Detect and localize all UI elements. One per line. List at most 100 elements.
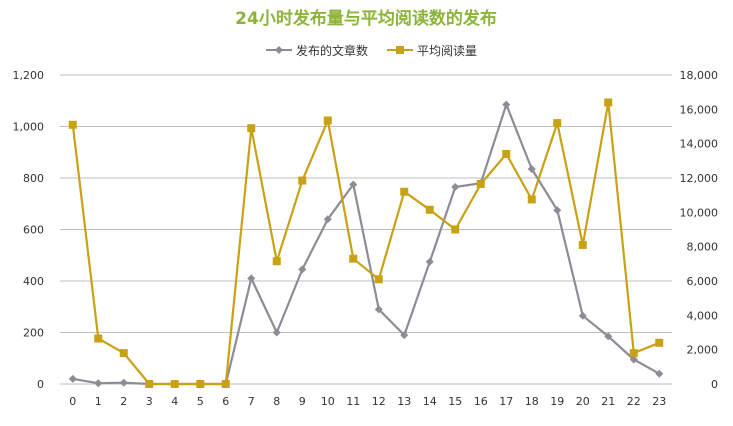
data-point-square	[374, 275, 383, 284]
x-tick-label: 14	[423, 395, 437, 408]
right-tick-label: 2,000	[687, 344, 719, 357]
data-point-diamond	[578, 311, 587, 320]
data-point-diamond	[298, 265, 307, 274]
right-tick-label: 12,000	[680, 172, 719, 185]
series-lines	[71, 101, 660, 386]
data-point-square	[604, 98, 613, 107]
left-tick-label: 600	[23, 224, 44, 237]
data-point-square	[94, 334, 103, 343]
legend-marker-diamond	[275, 46, 283, 54]
data-point-diamond	[553, 206, 562, 215]
data-point-diamond	[502, 100, 511, 109]
data-point-square	[553, 119, 562, 128]
legend-item-articles: 发布的文章数	[266, 43, 368, 58]
x-tick-label: 22	[627, 395, 641, 408]
x-tick-label: 18	[525, 395, 539, 408]
legend: 发布的文章数 平均阅读量	[266, 43, 477, 58]
data-point-square	[119, 349, 128, 358]
data-point-diamond	[425, 257, 434, 266]
data-point-diamond	[323, 215, 332, 224]
legend-item-reads: 平均阅读量	[387, 44, 477, 58]
chart-title: 24小时发布量与平均阅读数的发布	[235, 8, 497, 29]
left-tick-label: 200	[23, 327, 44, 340]
legend-label-reads: 平均阅读量	[417, 44, 477, 58]
x-tick-label: 10	[321, 395, 335, 408]
x-tick-label: 21	[601, 395, 615, 408]
data-point-square	[451, 225, 460, 234]
data-point-square	[629, 349, 638, 358]
right-tick-label: 18,000	[680, 69, 719, 82]
x-tick-label: 8	[273, 395, 280, 408]
data-point-square	[323, 116, 332, 125]
x-tick-label: 11	[346, 395, 360, 408]
x-tick-label: 15	[448, 395, 462, 408]
data-point-square	[400, 187, 409, 196]
right-tick-label: 14,000	[680, 138, 719, 151]
data-point-square	[68, 120, 77, 129]
x-tick-label: 17	[499, 395, 513, 408]
data-point-square	[476, 180, 485, 189]
x-tick-label: 12	[372, 395, 386, 408]
right-axis-ticks: 0 2,000 4,000 6,000 8,000 10,000 12,000 14,000 1…	[680, 69, 719, 391]
series-line-0	[72, 103, 660, 386]
data-point-diamond	[374, 305, 383, 314]
data-point-square	[272, 257, 281, 266]
data-point-diamond	[247, 274, 256, 283]
data-point-diamond	[349, 180, 358, 189]
data-point-square	[655, 338, 664, 347]
data-point-square	[349, 254, 358, 263]
x-tick-label: 13	[397, 395, 411, 408]
x-tick-label: 1	[95, 395, 102, 408]
series-line-1	[71, 101, 660, 386]
data-point-diamond	[604, 332, 613, 341]
right-tick-label: 4,000	[687, 309, 719, 322]
left-tick-label: 400	[23, 275, 44, 288]
data-point-square	[298, 176, 307, 185]
data-point-square	[170, 380, 179, 388]
data-point-diamond	[400, 331, 409, 340]
right-tick-label: 10,000	[680, 206, 719, 219]
data-point-square	[247, 124, 256, 133]
data-point-square	[196, 380, 205, 388]
data-point-square	[502, 149, 511, 158]
x-tick-label: 23	[652, 395, 666, 408]
data-point-square	[578, 240, 587, 249]
x-tick-label: 5	[197, 395, 204, 408]
x-tick-label: 19	[550, 395, 564, 408]
data-point-diamond	[527, 164, 536, 173]
left-tick-label: 800	[23, 172, 44, 185]
data-point-diamond	[629, 355, 638, 364]
legend-label-articles: 发布的文章数	[296, 43, 368, 58]
data-point-diamond	[94, 379, 103, 388]
series-markers	[68, 98, 664, 388]
data-point-diamond	[655, 369, 664, 378]
x-tick-label: 3	[146, 395, 153, 408]
data-point-square	[145, 380, 154, 388]
x-tick-label: 6	[222, 395, 229, 408]
data-point-square	[425, 205, 434, 214]
x-tick-label: 20	[576, 395, 590, 408]
data-point-diamond	[451, 183, 460, 192]
left-tick-label: 1,000	[13, 121, 45, 134]
legend-marker-square	[396, 46, 404, 54]
data-point-diamond	[119, 378, 128, 387]
x-tick-label: 0	[69, 395, 76, 408]
right-tick-label: 6,000	[687, 275, 719, 288]
data-point-square	[527, 195, 536, 204]
x-tick-label: 2	[120, 395, 127, 408]
x-tick-label: 16	[474, 395, 488, 408]
data-point-diamond	[68, 374, 77, 383]
right-tick-label: 0	[711, 378, 718, 391]
left-tick-label: 1,200	[13, 69, 45, 82]
left-tick-label: 0	[37, 378, 44, 391]
x-tick-label: 9	[299, 395, 306, 408]
x-tick-label: 4	[171, 395, 178, 408]
x-tick-label: 7	[248, 395, 255, 408]
right-tick-label: 8,000	[687, 241, 719, 254]
right-tick-label: 16,000	[680, 103, 719, 116]
data-point-diamond	[272, 328, 281, 337]
data-point-square	[221, 380, 230, 388]
left-axis-ticks: 0 200 400 600 800 1,000 1,200	[13, 69, 45, 391]
x-axis-ticks: 0 1 2 3 4 5 6 7 8 9 10 11 12 13 14 15 16 17 18 19 20 21 22 23	[69, 395, 666, 408]
